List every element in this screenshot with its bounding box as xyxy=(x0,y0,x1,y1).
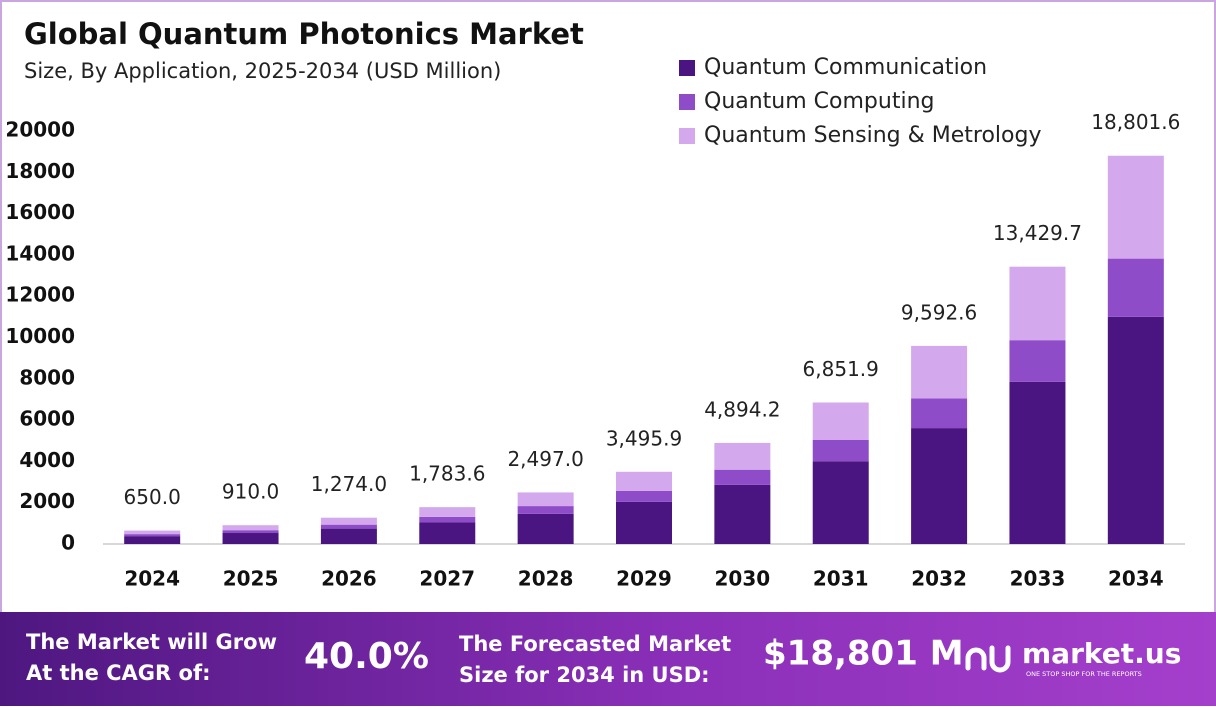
total-label: 3,495.9 xyxy=(606,426,682,450)
y-tick-label: 6000 xyxy=(19,407,75,431)
total-label: 4,894.2 xyxy=(704,397,780,421)
x-tick-label: 2028 xyxy=(518,567,574,591)
forecast-value: $18,801 M xyxy=(763,634,964,674)
x-tick-label: 2025 xyxy=(223,567,279,591)
y-tick-label: 20000 xyxy=(5,118,75,142)
bar-segment xyxy=(222,525,279,531)
legend-swatch xyxy=(679,60,695,76)
chart-subtitle: Size, By Application, 2025-2034 (USD Mil… xyxy=(24,59,501,83)
y-tick-label: 18000 xyxy=(5,159,75,183)
cagr-label: The Market will Grow xyxy=(26,630,277,654)
y-tick-label: 0 xyxy=(61,531,75,555)
bar-segment xyxy=(812,402,869,441)
bar-segment xyxy=(911,398,968,429)
brand-tagline: ONE STOP SHOP FOR THE REPORTS xyxy=(1026,670,1142,678)
bar-segment xyxy=(812,461,869,544)
bar-segment xyxy=(714,484,771,544)
bar-segment xyxy=(911,345,968,399)
bar-segment xyxy=(419,507,476,517)
brand: market.us xyxy=(1022,637,1181,670)
x-tick-label: 2033 xyxy=(1010,567,1066,591)
forecast-label: The Forecasted Market xyxy=(459,632,731,656)
bar-segment xyxy=(517,506,574,514)
chart-title: Global Quantum Photonics Market xyxy=(24,17,584,51)
bar-segment xyxy=(320,517,377,525)
bar-segment xyxy=(616,490,672,502)
x-tick-label: 2024 xyxy=(124,567,180,591)
brand-logo xyxy=(965,645,1011,673)
cagr-value: 40.0% xyxy=(304,636,429,677)
bar-segment xyxy=(1009,340,1066,382)
forecast-label: Size for 2034 in USD: xyxy=(459,663,710,687)
bar-segment xyxy=(714,469,771,485)
y-tick-label: 16000 xyxy=(5,200,75,224)
bar-segment xyxy=(419,516,476,523)
x-tick-label: 2026 xyxy=(321,567,377,591)
y-tick-label: 14000 xyxy=(5,241,75,265)
x-tick-label: 2030 xyxy=(715,567,771,591)
total-label: 2,497.0 xyxy=(507,447,583,471)
bar-segment xyxy=(222,533,279,544)
y-tick-label: 10000 xyxy=(5,324,75,348)
bar-segment xyxy=(1009,381,1066,544)
total-label: 1,274.0 xyxy=(311,472,387,496)
bar-segment xyxy=(124,534,181,537)
footer-banner xyxy=(0,612,1216,706)
total-label: 9,592.6 xyxy=(901,300,977,324)
legend-label: Quantum Computing xyxy=(704,89,934,114)
x-tick-label: 2027 xyxy=(419,567,475,591)
total-label: 1,783.6 xyxy=(409,462,485,486)
x-tick-label: 2031 xyxy=(813,567,869,591)
total-label: 650.0 xyxy=(124,485,181,509)
bar-segment xyxy=(222,530,279,534)
legend-label: Quantum Communication xyxy=(704,55,987,80)
total-label: 18,801.6 xyxy=(1091,110,1180,134)
bar-segment xyxy=(616,501,672,544)
bar-segment xyxy=(1107,155,1164,259)
total-label: 6,851.9 xyxy=(803,357,879,381)
bar-segment xyxy=(517,492,574,507)
bar-segment xyxy=(124,536,181,544)
bar-segment xyxy=(124,530,181,535)
y-tick-label: 2000 xyxy=(19,489,75,513)
bar-segment xyxy=(320,528,377,544)
cagr-label: At the CAGR of: xyxy=(26,661,211,685)
bar-segment xyxy=(812,440,869,462)
bar-segment xyxy=(320,524,377,529)
x-tick-label: 2032 xyxy=(911,567,967,591)
legend-label: Quantum Sensing & Metrology xyxy=(704,123,1041,148)
bar-segment xyxy=(419,522,476,544)
x-tick-label: 2034 xyxy=(1108,567,1164,591)
bar-segment xyxy=(616,471,672,491)
bar-segment xyxy=(714,442,771,470)
total-label: 910.0 xyxy=(222,480,279,504)
x-tick-label: 2029 xyxy=(616,567,672,591)
legend-swatch xyxy=(679,128,695,144)
y-tick-label: 4000 xyxy=(19,448,75,472)
total-label: 13,429.7 xyxy=(993,221,1082,245)
legend-swatch xyxy=(679,94,695,110)
bar-segment xyxy=(517,513,574,544)
bar-segment xyxy=(1009,266,1066,341)
bar-segment xyxy=(1107,316,1164,544)
bar-segment xyxy=(1107,258,1164,317)
y-tick-label: 8000 xyxy=(19,365,75,389)
y-tick-label: 12000 xyxy=(5,283,75,307)
bar-segment xyxy=(911,428,968,544)
